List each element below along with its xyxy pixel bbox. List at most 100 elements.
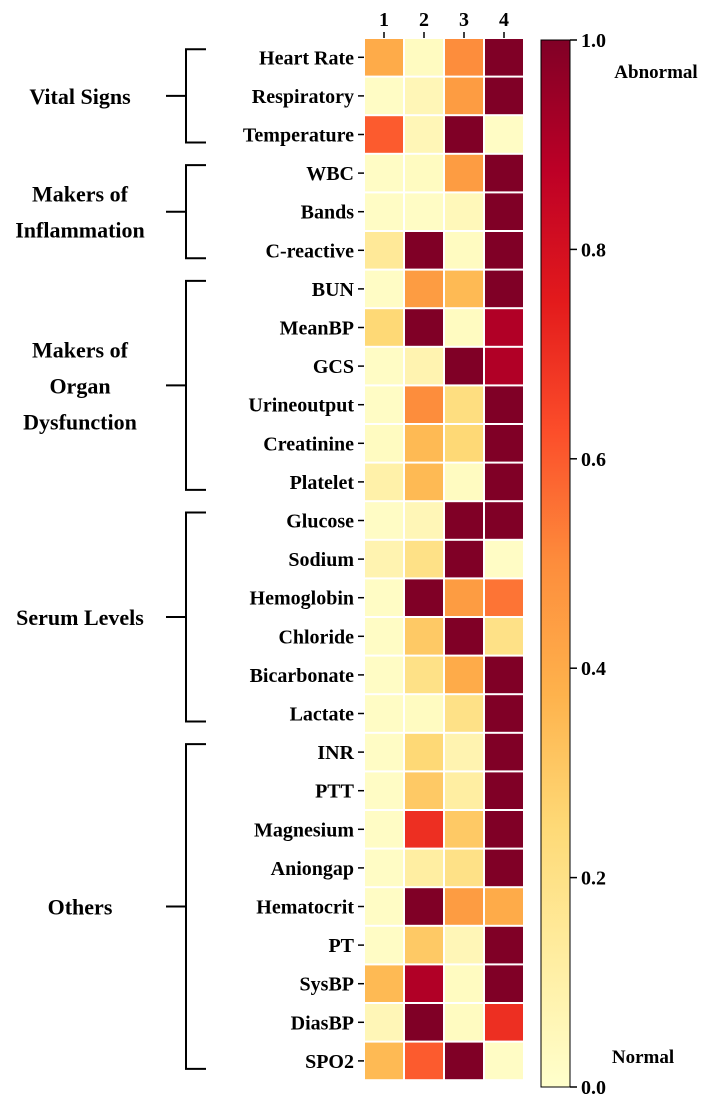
heatmap-cell <box>365 463 403 501</box>
group-label: Makers of <box>32 337 129 362</box>
heatmap-cell <box>365 849 403 887</box>
row-label: DiasBP <box>291 1012 354 1034</box>
heatmap-cell <box>485 618 523 655</box>
row-labels: Heart Rate Respiratory Temperature WBC Bands… <box>243 47 364 1073</box>
colorbar-tick-label: 0.6 <box>581 449 606 471</box>
colorbar-tick-label: 1.0 <box>581 30 606 52</box>
heatmap-cell <box>405 888 443 925</box>
heatmap-cells <box>365 39 523 1080</box>
heatmap-cell <box>365 772 403 809</box>
group-label: Vital Signs <box>29 84 131 109</box>
heatmap-cell <box>445 733 483 771</box>
column-label: 3 <box>459 9 469 31</box>
heatmap-cell <box>445 77 483 115</box>
row-label: C-reactive <box>266 240 355 262</box>
heatmap-cell <box>445 772 483 809</box>
heatmap-cell <box>445 39 483 76</box>
row-label: BUN <box>312 279 355 301</box>
heatmap-cell <box>365 733 403 771</box>
row-label: PT <box>328 935 354 957</box>
heatmap-cell <box>445 463 483 501</box>
column-label: 4 <box>499 9 509 31</box>
heatmap-cell <box>365 618 403 655</box>
heatmap-cell <box>365 386 403 423</box>
heatmap-cell <box>485 39 523 76</box>
column-label: 2 <box>419 9 429 31</box>
heatmap-cell <box>445 695 483 732</box>
heatmap-cell <box>405 154 443 192</box>
group-label: Makers of <box>32 182 129 207</box>
row-label: PTT <box>315 781 355 803</box>
group-label: Serum Levels <box>16 605 144 630</box>
row-label: Hemoglobin <box>250 588 354 610</box>
row-label: Lactate <box>290 704 355 726</box>
heatmap-cell <box>445 154 483 192</box>
heatmap-cell <box>445 849 483 887</box>
heatmap-cell <box>405 309 443 346</box>
heatmap-cell <box>485 309 523 346</box>
row-label: MeanBP <box>280 318 354 340</box>
heatmap-cell <box>405 1004 443 1041</box>
heatmap-cell <box>365 309 403 346</box>
group-bracket <box>166 511 206 723</box>
heatmap-cell <box>405 193 443 230</box>
heatmap-cell <box>405 772 443 809</box>
heatmap-cell <box>445 270 483 308</box>
row-label: Chloride <box>278 626 354 648</box>
heatmap-cell <box>405 811 443 848</box>
row-label: Creatinine <box>263 433 354 455</box>
heatmap-cell <box>405 270 443 308</box>
heatmap-cell <box>405 39 443 76</box>
heatmap-cell <box>485 888 523 925</box>
heatmap-cell <box>405 386 443 423</box>
row-label: Bands <box>301 202 355 224</box>
heatmap-cell <box>485 772 523 809</box>
group-label: Inflammation <box>15 218 145 243</box>
heatmap-cell <box>485 463 523 501</box>
heatmap-cell <box>485 1004 523 1041</box>
heatmap-cell <box>405 1042 443 1080</box>
heatmap-cell <box>365 695 403 732</box>
heatmap-cell <box>405 502 443 539</box>
heatmap-cell <box>445 926 483 964</box>
colorbar: 0.0 0.2 0.4 0.6 0.8 1.0 Abnormal Normal <box>540 30 698 1099</box>
heatmap-cell <box>485 154 523 192</box>
heatmap-cell <box>365 1004 403 1041</box>
heatmap-cell <box>405 540 443 578</box>
heatmap-cell <box>405 695 443 732</box>
heatmap-cell <box>405 618 443 655</box>
heatmap-cell <box>365 425 403 462</box>
heatmap-cell <box>365 540 403 578</box>
heatmap-cell <box>485 656 523 694</box>
heatmap-cell <box>485 926 523 964</box>
colorbar-tick-label: 0.4 <box>581 658 606 680</box>
row-label: WBC <box>306 163 354 185</box>
group-bracket <box>166 164 206 260</box>
heatmap-cell <box>485 232 523 269</box>
colorbar-tick-label: 0.0 <box>581 1077 606 1099</box>
heatmap-cell <box>445 193 483 230</box>
heatmap-cell <box>365 888 403 925</box>
heatmap-cell <box>445 386 483 423</box>
heatmap-cell <box>485 270 523 308</box>
heatmap-cell <box>445 347 483 385</box>
colorbar-tick-label: 0.8 <box>581 239 606 261</box>
colorbar-bottom-label: Normal <box>612 1047 674 1068</box>
heatmap-cell <box>445 540 483 578</box>
colorbar-top-label: Abnormal <box>614 62 697 83</box>
group-bracket <box>166 279 206 491</box>
heatmap-cell <box>445 656 483 694</box>
row-label: INR <box>317 742 354 764</box>
row-label: Aniongap <box>271 858 354 880</box>
heatmap-cell <box>405 463 443 501</box>
heatmap-cell <box>485 579 523 616</box>
colorbar-tick-label: 0.2 <box>581 868 606 890</box>
heatmap-cell <box>405 425 443 462</box>
heatmap-cell <box>405 926 443 964</box>
column-labels: 1 2 3 4 <box>379 9 509 38</box>
heatmap-cell <box>365 502 403 539</box>
heatmap-cell <box>485 386 523 423</box>
row-label: Platelet <box>290 472 355 494</box>
heatmap-cell <box>485 811 523 848</box>
